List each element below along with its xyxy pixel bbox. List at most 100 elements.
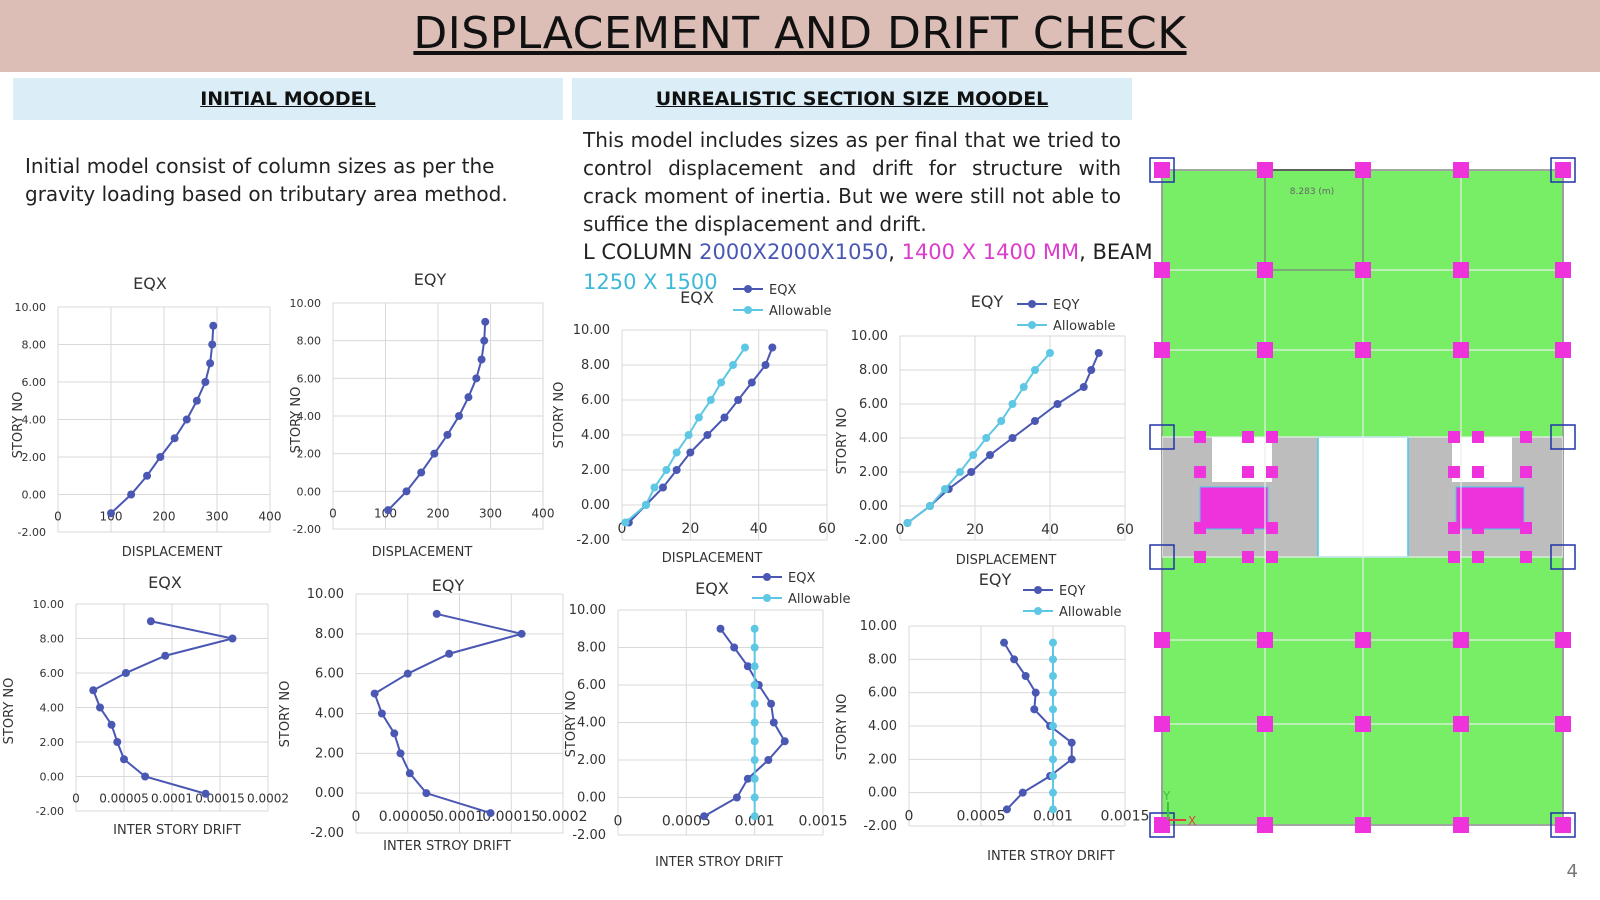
y-tick-label: 10.00: [573, 323, 610, 338]
data-point: [1021, 672, 1030, 680]
data-point: [208, 340, 217, 349]
y-tick-label: 6.00: [577, 678, 606, 693]
y-tick-label: 2.00: [22, 451, 47, 464]
x-tick-label: 0.0002: [247, 792, 289, 806]
column-marker: [1154, 262, 1170, 278]
column-marker: [1257, 342, 1273, 358]
data-point: [384, 506, 393, 515]
data-point: [750, 643, 759, 652]
y-axis-label: STORY NO: [289, 387, 304, 454]
y-tick-label: 8.00: [22, 339, 47, 352]
y-tick-label: 2.00: [581, 463, 610, 478]
chart-1: 0100200300400-2.000.002.004.006.008.0010…: [11, 274, 281, 560]
x-tick-label: 60: [1116, 522, 1134, 538]
column-marker: [1453, 262, 1469, 278]
x-tick-label: 0.00005: [99, 792, 149, 806]
y-tick-label: 2.00: [297, 448, 322, 461]
data-point: [621, 518, 630, 527]
data-point: [700, 812, 709, 821]
data-point: [750, 662, 759, 671]
data-point: [706, 396, 715, 404]
left-section-heading: INITIAL MOODEL: [13, 78, 563, 120]
spec-sep-2: , BEAM: [1079, 240, 1153, 264]
data-point: [769, 718, 778, 727]
data-point: [750, 718, 759, 727]
data-point: [477, 355, 486, 364]
y-axis-label: STORY NO: [278, 681, 293, 748]
column-marker: [1555, 342, 1571, 358]
y-tick-label: 4.00: [315, 707, 344, 722]
x-tick-label: 0: [329, 506, 337, 520]
column-marker: [1453, 817, 1469, 833]
x-tick-label: 0.00005: [379, 809, 437, 825]
legend-label: EQX: [769, 283, 796, 298]
data-point: [1049, 772, 1057, 780]
core-column-marker: [1520, 466, 1532, 478]
y-tick-label: -2.00: [576, 533, 610, 548]
data-point: [1049, 788, 1057, 797]
data-point: [432, 609, 441, 618]
data-point: [1030, 705, 1039, 714]
data-point: [672, 466, 681, 474]
core-column-marker: [1266, 551, 1278, 563]
data-point: [370, 689, 379, 698]
column-marker: [1355, 342, 1371, 358]
chart-title: EQX: [148, 573, 182, 592]
y-tick-label: 0.00: [577, 791, 606, 806]
x-tick-label: 0: [614, 814, 623, 830]
data-point: [764, 756, 773, 764]
legend-marker: [763, 594, 771, 602]
y-tick-label: 2.00: [577, 753, 606, 768]
x-tick-label: 40: [750, 521, 768, 537]
left-description: Initial model consist of column sizes as…: [25, 154, 508, 206]
y-tick-label: 2.00: [315, 746, 344, 761]
x-tick-label: 0.0015: [799, 814, 848, 830]
chart-5: 0 0.00005 0.0001 0.00015 0.0002-2.000.002.00…: [2, 573, 289, 838]
data-point: [182, 415, 191, 424]
data-point: [422, 789, 431, 798]
core-column-marker: [1472, 551, 1484, 563]
core-column-marker: [1520, 551, 1532, 563]
y-tick-label: 6.00: [581, 393, 610, 408]
y-tick-label: -2.00: [36, 805, 64, 818]
chart-8: 0 0.0005 0.001 0.0015 -2.00 0.00 2.00 4.00 6.00 8…: [835, 570, 1150, 864]
data-point: [641, 501, 650, 509]
x-tick-label: 0.001: [1033, 809, 1073, 825]
y-tick-label: 6.00: [22, 376, 47, 389]
data-point: [716, 624, 725, 633]
right-section-heading: UNREALISTIC SECTION SIZE MOODEL: [572, 78, 1132, 120]
core-column-marker: [1242, 522, 1254, 534]
y-tick-label: 8.00: [859, 363, 888, 378]
y-tick-label: 2.00: [40, 736, 65, 749]
data-point: [455, 412, 463, 420]
support-bracket: [1149, 544, 1175, 570]
y-tick-label: 0.00: [859, 499, 888, 514]
data-point: [720, 413, 729, 422]
x-tick-label: 60: [818, 521, 836, 537]
axis-y-label: Y: [1162, 789, 1171, 803]
data-point: [405, 769, 414, 778]
data-point: [768, 343, 777, 352]
x-tick-label: 0.00015: [482, 809, 540, 825]
data-point: [659, 483, 667, 492]
data-point: [982, 434, 991, 442]
y-tick-label: 10.00: [851, 329, 888, 344]
column-marker: [1555, 716, 1571, 732]
data-point: [672, 448, 681, 457]
y-tick-label: 4.00: [297, 410, 322, 423]
spec-prefix: L COLUMN: [583, 240, 700, 264]
y-axis-label: STORY NO: [835, 694, 850, 761]
x-tick-label: 200: [427, 506, 450, 520]
data-point: [650, 483, 659, 492]
support-bracket: [1550, 812, 1576, 838]
y-tick-label: 8.00: [40, 633, 65, 646]
legend-marker: [744, 285, 752, 293]
data-point: [1049, 738, 1057, 747]
data-point: [750, 793, 759, 802]
spec-sep-1: ,: [888, 240, 902, 264]
x-tick-label: 0: [905, 809, 914, 825]
x-tick-label: 300: [206, 510, 229, 524]
